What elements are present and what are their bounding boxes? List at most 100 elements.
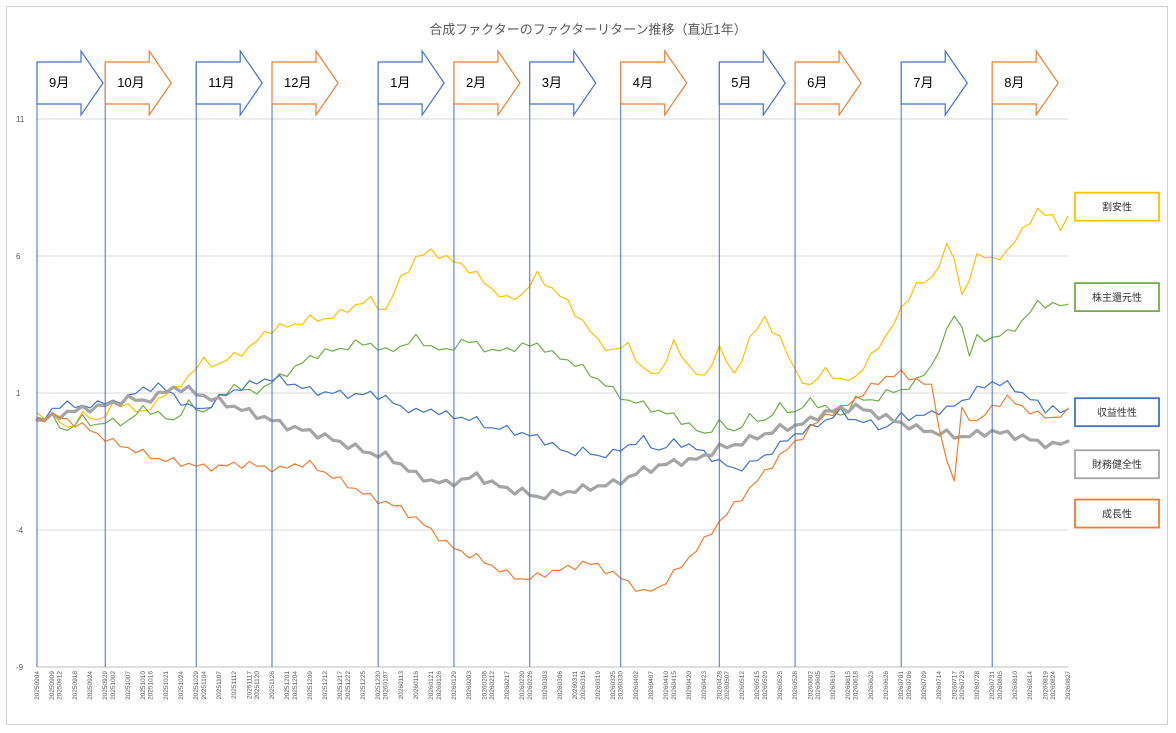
- x-tick-label: 20260814: [1027, 671, 1034, 700]
- month-label: 9月: [49, 75, 69, 90]
- month-arrow: [104, 49, 172, 117]
- month-arrow: [377, 49, 445, 117]
- x-tick-label: 20260121: [428, 671, 435, 700]
- legend-label: 収益性性: [1097, 406, 1137, 419]
- x-tick-label: 20260810: [1012, 671, 1019, 700]
- legend-box: [1074, 498, 1160, 529]
- x-tick-label: 20260618: [853, 671, 860, 700]
- x-tick-label: 20260306: [557, 671, 564, 700]
- x-tick-label: 20251222: [345, 671, 352, 700]
- y-tick-label: -9: [16, 663, 24, 672]
- x-tick-label: 20251016: [148, 671, 155, 700]
- series-line-株主還元性: [36, 299, 1069, 434]
- x-tick-label: 20251007: [125, 671, 132, 700]
- x-tick-label: 20260610: [830, 671, 837, 700]
- series-line-成長性: [36, 369, 1069, 592]
- x-tick-label: 20260520: [762, 671, 769, 700]
- month-arrow: [529, 49, 597, 117]
- x-tick-label: 20260311: [572, 671, 579, 700]
- x-tick-label: 20260714: [936, 671, 943, 700]
- x-tick-label: 20260824: [1050, 671, 1057, 700]
- month-label: 2月: [466, 75, 486, 90]
- x-tick-label: 20260330: [618, 671, 625, 700]
- legend-box: [1074, 449, 1160, 480]
- x-tick-label: 20250918: [72, 671, 79, 700]
- x-tick-label: 20260423: [701, 671, 708, 700]
- x-tick-label: 20251230: [375, 671, 382, 700]
- x-tick-label: 20251107: [216, 671, 223, 700]
- x-tick-label: 20260626: [883, 671, 890, 700]
- x-tick-label: 20260217: [504, 671, 511, 700]
- x-tick-label: 20260220: [519, 671, 526, 700]
- x-axis-ticks: 20250904 20250909 20250912 20250918 20250924…: [34, 671, 1072, 700]
- x-tick-label: 20260402: [633, 671, 640, 700]
- x-tick-label: 20260415: [671, 671, 678, 700]
- month-label: 7月: [913, 75, 933, 90]
- x-tick-label: 20251204: [292, 671, 299, 700]
- x-tick-label: 20260515: [754, 671, 761, 700]
- x-tick-label: 20260717: [951, 671, 958, 700]
- x-tick-label: 20251117: [246, 671, 253, 699]
- month-markers: 9月 10月 11月 12月 1月 2月 3月 4月 5月 6月 7月 8月: [36, 49, 1059, 667]
- y-tick-label: -4: [16, 526, 24, 535]
- x-tick-label: 20260525: [777, 671, 784, 700]
- x-tick-label: 20260113: [398, 671, 405, 700]
- x-tick-label: 20251126: [269, 671, 276, 700]
- legend-box: [1074, 191, 1160, 222]
- legend-label: 割安性: [1102, 201, 1132, 214]
- month-label: 1月: [390, 75, 410, 90]
- x-tick-label: 20250904: [34, 671, 41, 700]
- x-tick-label: 20251225: [360, 671, 367, 700]
- month-arrow: [620, 49, 688, 117]
- y-tick-label: 1: [16, 389, 21, 398]
- x-tick-label: 20260316: [580, 671, 587, 700]
- x-tick-label: 20260319: [595, 671, 602, 700]
- x-tick-label: 20251201: [284, 671, 291, 700]
- series-lines: [35, 207, 1070, 592]
- x-tick-label: 20260226: [527, 671, 534, 700]
- series-line-収益性性: [36, 374, 1069, 472]
- month-label: 3月: [542, 75, 562, 90]
- x-tick-label: 20251112: [231, 671, 238, 699]
- x-tick-label: 20260701: [898, 671, 905, 700]
- x-tick-label: 20260428: [716, 671, 723, 700]
- month-arrow: [36, 49, 104, 117]
- month-arrow: [195, 49, 263, 117]
- series-line-割安性: [36, 207, 1069, 428]
- x-tick-label: 20260116: [413, 671, 420, 700]
- month-label: 6月: [807, 75, 827, 90]
- month-label: 4月: [633, 75, 653, 90]
- x-tick-label: 20260605: [815, 671, 822, 700]
- y-axis-ticks: 11 6 1 -4 -9: [16, 115, 25, 672]
- month-arrow: [271, 49, 339, 117]
- month-arrow: [718, 49, 787, 117]
- chart-frame: [6, 6, 1168, 725]
- month-label: 8月: [1004, 75, 1024, 90]
- legend-label: 財務健全性: [1092, 458, 1142, 471]
- x-tick-label: 20250912: [57, 671, 64, 700]
- x-tick-label: 20260723: [959, 671, 966, 700]
- x-tick-label: 20251212: [322, 671, 329, 700]
- x-tick-label: 20260107: [383, 671, 390, 700]
- x-tick-label: 20260528: [792, 671, 799, 700]
- x-tick-label: 20251021: [163, 671, 170, 700]
- x-tick-label: 20260325: [610, 671, 617, 700]
- grid-lines: [37, 118, 1068, 668]
- x-tick-label: 20251010: [140, 671, 147, 700]
- x-tick-label: 20260303: [542, 671, 549, 700]
- x-tick-label: 20260512: [739, 671, 746, 700]
- x-tick-label: 20260615: [845, 671, 852, 700]
- month-arrow: [900, 49, 968, 117]
- x-tick-label: 20260410: [663, 671, 670, 700]
- y-tick-label: 11: [16, 115, 25, 124]
- month-label: 12月: [284, 75, 311, 90]
- x-tick-label: 20260827: [1065, 671, 1072, 700]
- x-tick-label: 20250924: [87, 671, 94, 700]
- series-line-財務健全性: [35, 384, 1070, 501]
- legend-label: 株主還元性: [1092, 291, 1142, 304]
- x-tick-label: 20251120: [254, 671, 261, 700]
- chart-title: 合成ファクターのファクターリターン推移（直近1年）: [429, 22, 747, 37]
- legend-box: [1074, 282, 1160, 313]
